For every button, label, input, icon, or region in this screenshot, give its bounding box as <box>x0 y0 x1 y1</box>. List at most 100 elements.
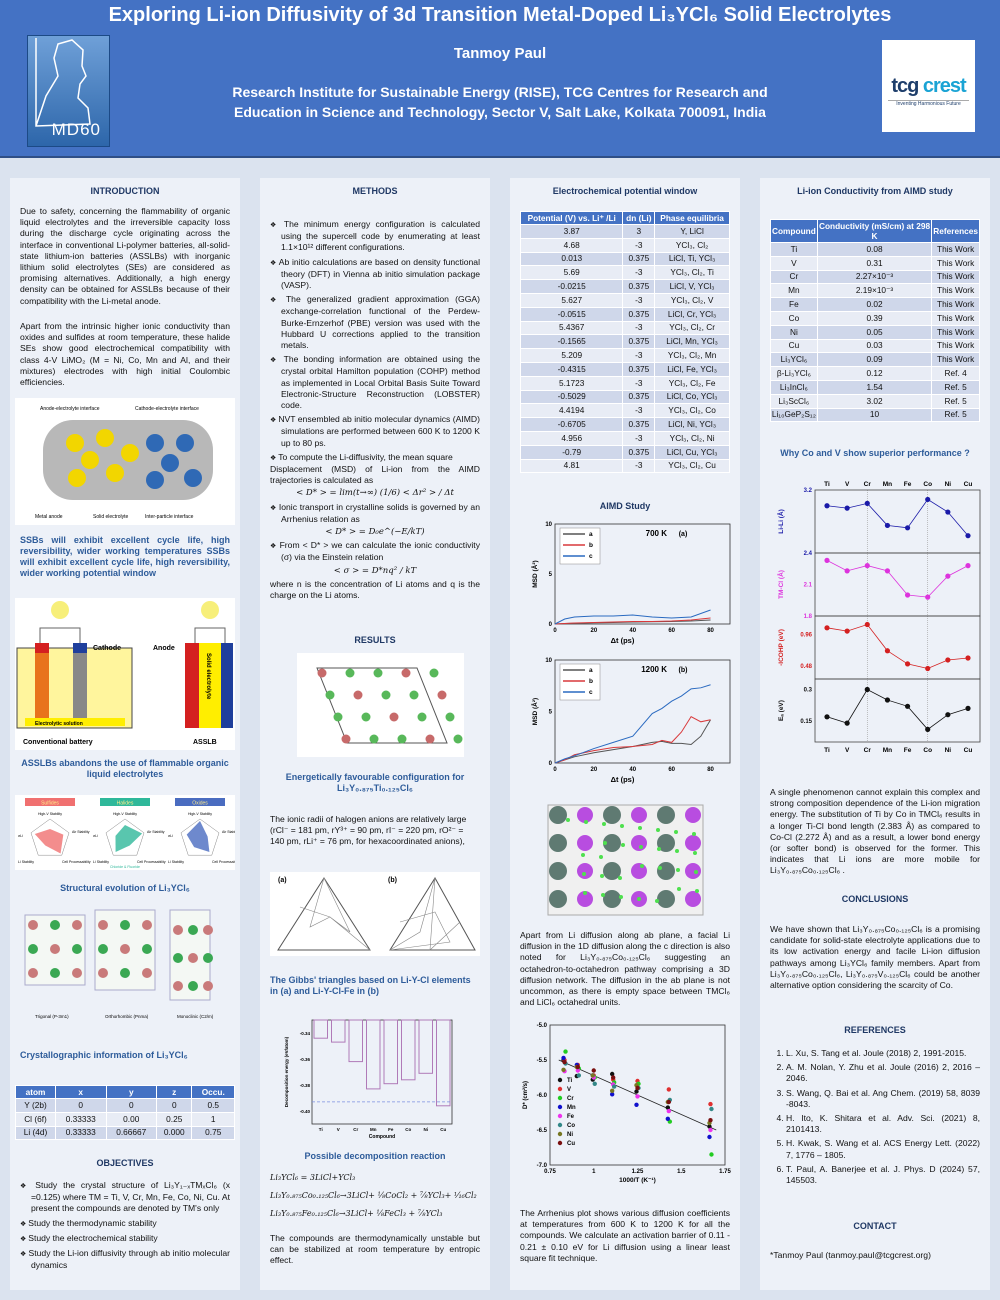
li-trajectory-point <box>655 899 659 903</box>
reference-item: S. Wang, Q. Bai et al. Ang Chem. (2019) … <box>786 1088 980 1110</box>
plot-frame <box>554 659 731 764</box>
msd-1200k-chart: 0 20 40 60 80 0 5 10 a b c 1200 K (b) Δt (ps) MSD (Å²) <box>515 652 735 787</box>
li-trajectory-point <box>603 841 607 845</box>
conductivity-row: Li₃InCl₆ 1.54 Ref. 5 <box>770 379 980 395</box>
atom-icon <box>417 712 427 722</box>
legend-label: Fe <box>567 1114 575 1120</box>
li-trajectory-point <box>637 897 641 901</box>
atom-icon <box>72 920 82 930</box>
radar-axis-label: Cell Processability <box>212 860 235 864</box>
x-tick-label: Ni <box>424 1127 429 1132</box>
msd-700k-svg: 0 20 40 60 80 0 5 10 abc 700 K (a) Δt (ps) MSD (Å²) <box>530 522 731 645</box>
property-point <box>965 563 971 569</box>
panel-frame <box>814 678 981 743</box>
arrhenius-point-Ti <box>609 1071 615 1077</box>
potential-row: 5.209 -3 YCl₃, Cl₂, Mn <box>519 348 730 363</box>
legend-marker <box>557 1104 563 1110</box>
y-tick-label: -6.0 <box>537 1093 548 1099</box>
potential-cell: -3 <box>622 348 656 363</box>
conductivity-cell: Ni <box>770 324 818 340</box>
arrhenius-point-Mn <box>707 1134 712 1140</box>
atom-icon <box>203 953 213 963</box>
potential-cell: -3 <box>622 375 656 391</box>
conductivity-row: Ni 0.05 This Work <box>770 324 980 340</box>
cathode-label: Cathode <box>93 645 121 652</box>
x-tick-label-bottom: Co <box>923 747 932 754</box>
reaction-3: Li₃Y₀.₈₇₅Fe₀.₁₂₅Cl₆→3LiCl+ ⅛FeCl₃ + ⅞YCl… <box>270 1209 443 1219</box>
conductivity-row: Co 0.39 This Work <box>770 310 980 326</box>
atom-icon <box>437 690 447 700</box>
conductivity-cell: This Work <box>931 324 980 340</box>
arrhenius-point-Fe <box>635 1094 640 1099</box>
md60-logo-text: MD60 <box>51 120 101 139</box>
panel-label-b: (b) <box>388 877 397 884</box>
structure-label: Orthorhombic (Pnma) <box>105 1014 149 1019</box>
lightbulb-icon <box>51 601 69 619</box>
y-tick-label: 3.2 <box>804 488 813 494</box>
logo-tcg-text: tcg <box>891 75 919 97</box>
arrhenius-point-Cu <box>562 1059 567 1065</box>
x-tick-label: Mn <box>370 1127 377 1132</box>
x-axis-label: Δt (ps) <box>611 775 635 784</box>
supercell-box <box>547 804 704 916</box>
arrhenius-point-Mn <box>561 1055 566 1061</box>
contact-heading: CONTACT <box>853 1221 897 1231</box>
reference-item: H. Kwak, S. Wang et al. ACS Energy Lett.… <box>786 1138 980 1160</box>
arrhenius-point-Co <box>592 1081 597 1086</box>
potential-cell: YCl₃, Cl₂, Ti <box>654 265 730 281</box>
decomposition-energy-chart: -0.34 -0.36 -0.38 -0.40 Ti V Cr Mn Fe Co Ni Cu Compo… <box>280 1016 460 1146</box>
potential-row: -0.1565 0.375 LiCl, Mn, YCl₃ <box>519 334 730 350</box>
y-tick-label: 5 <box>549 572 553 578</box>
decomposition-title: Possible decomposition reaction <box>304 1151 446 1161</box>
x-tick-label: 80 <box>707 628 714 634</box>
potential-cell: 0.375 <box>622 444 656 460</box>
legend-label: a <box>589 531 593 538</box>
potential-cell: LiCl, Cr, YCl₃ <box>654 306 730 322</box>
configuration-svg <box>316 667 463 744</box>
method-item: The bonding information are obtained usi… <box>270 354 480 411</box>
li-trajectory-point <box>600 874 604 878</box>
li-trajectory-point <box>584 820 588 824</box>
column-electrochemical: Electrochemical potential window Potenti… <box>510 178 740 1290</box>
x-tick-label: 1.5 <box>677 1169 686 1175</box>
property-point <box>925 726 931 732</box>
x-tick-label: Ti <box>319 1127 323 1132</box>
conductivity-cell: 0.03 <box>816 338 933 354</box>
property-point <box>884 568 891 574</box>
reference-item: L. Xu, S. Tang et al. Joule (2018) 2, 19… <box>786 1048 980 1059</box>
potential-cell: Y, LiCl <box>654 224 730 239</box>
legend-label: Ti <box>567 1078 573 1084</box>
x-tick-label: 60 <box>668 767 675 773</box>
radar-title: Sulfides <box>41 801 59 807</box>
atom-icon <box>50 944 60 954</box>
atom-icon <box>685 891 701 907</box>
poster-header: Exploring Li-ion Diffusivity of 3d Trans… <box>0 0 1000 158</box>
arrhenius-point-Mn <box>634 1102 639 1107</box>
atom-icon <box>401 668 411 678</box>
potential-cell: -0.1565 <box>519 334 624 350</box>
legend-label: Ni <box>567 1132 573 1138</box>
property-point <box>844 568 850 574</box>
y-axis-label: MSD (Å²) <box>530 560 539 587</box>
conductivity-cell: 0.02 <box>816 297 933 312</box>
cryst-header: atom <box>15 1085 56 1099</box>
conclusions-paragraph: We have shown that Li₃Y₀.₈₇₅Co₀.₁₂₅Cl₆ i… <box>770 924 980 991</box>
decomposition-reactions: Li₃YCl₆ = 3LiCl+YCl₃ Li₃Y₀.₈₇₅Co₀.₁₂₅Cl₆… <box>270 1168 480 1227</box>
tcg-crest-logo: tcg crest Inventing Harmonious Future <box>882 40 975 132</box>
arrhenius-point-Cu <box>610 1075 616 1080</box>
y-tick-label: 0.96 <box>800 632 812 638</box>
atom-icon <box>72 968 82 978</box>
panel-label: (b) <box>679 667 688 674</box>
affiliation-line-1: Research Institute for Sustainable Energ… <box>232 84 768 100</box>
potential-cell: 0.375 <box>622 279 656 294</box>
arrhenius-point-Fe <box>708 1127 713 1133</box>
atom-icon <box>631 835 647 851</box>
x-tick-label: 80 <box>707 767 714 773</box>
li-trajectory-point <box>692 832 696 836</box>
x-tick-label: 40 <box>629 628 636 634</box>
panel-frame <box>814 615 981 680</box>
radar-axis-label: Air Stability <box>72 830 90 834</box>
decomposition-bar-V <box>331 1019 346 1043</box>
potential-cell: 0.013 <box>519 251 624 267</box>
property-point <box>925 496 931 503</box>
